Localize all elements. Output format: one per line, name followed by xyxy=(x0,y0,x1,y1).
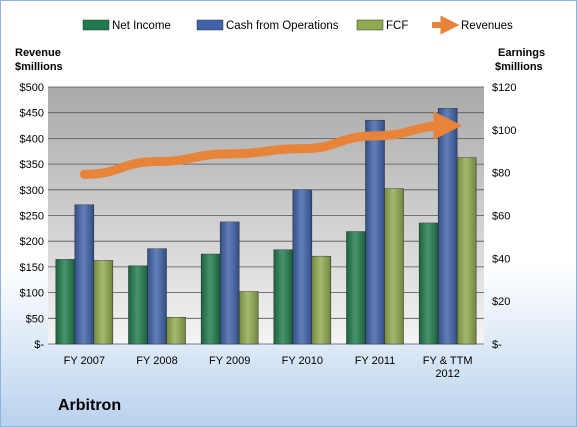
y-left-tick-label: $300 xyxy=(20,185,44,197)
bar-shade xyxy=(93,260,113,344)
bar-shade xyxy=(346,231,366,344)
y-left-tick-label: $100 xyxy=(20,288,44,300)
bar-shade xyxy=(128,265,148,344)
x-tick-label: FY 2011 xyxy=(355,355,396,367)
chart-title: Arbitron xyxy=(58,397,122,414)
bar-shade xyxy=(311,256,331,344)
y-right-tick-label: $100 xyxy=(492,125,516,137)
bar-shade xyxy=(273,249,293,344)
legend-swatch-fcf xyxy=(356,19,384,31)
x-tick-label: 2012 xyxy=(435,368,459,380)
bar-shade xyxy=(147,248,167,344)
y-right-tick-label: $- xyxy=(492,339,502,351)
y-left-tick-label: $- xyxy=(34,339,44,351)
y-left-tick-label: $50 xyxy=(26,313,44,325)
bar-shade xyxy=(384,188,404,344)
bar-shade xyxy=(457,157,477,344)
legend-swatch-net-income xyxy=(82,19,110,31)
y-left-tick-label: $500 xyxy=(20,82,44,94)
y-right-axis-title-line1: Earnings xyxy=(498,47,545,59)
y-left-tick-label: $200 xyxy=(20,236,44,248)
y-right-axis-title-line2: $millions xyxy=(495,61,543,73)
y-left-tick-label: $400 xyxy=(20,133,44,145)
legend-swatch-cash-from-operations xyxy=(196,19,224,31)
y-right-tick-label: $20 xyxy=(492,296,510,308)
bar-shade xyxy=(292,189,312,344)
x-tick-label: FY 2010 xyxy=(282,355,323,367)
legend-label-net-income: Net Income xyxy=(112,20,171,32)
x-tick-label: FY 2009 xyxy=(209,355,250,367)
y-right-tick-label: $120 xyxy=(492,82,516,94)
legend-label-fcf: FCF xyxy=(386,20,408,32)
y-left-tick-label: $250 xyxy=(20,211,44,223)
y-left-axis-title-line2: $millions xyxy=(15,61,63,73)
bar-shade xyxy=(419,222,439,344)
bar-shade xyxy=(74,204,94,344)
bar-shade xyxy=(365,120,385,344)
y-left-tick-label: $450 xyxy=(20,108,44,120)
y-right-tick-label: $80 xyxy=(492,168,510,180)
x-tick-label: FY 2007 xyxy=(64,355,105,367)
y-right-tick-label: $60 xyxy=(492,211,510,223)
series-line-revenues xyxy=(79,111,463,179)
y-left-tick-label: $350 xyxy=(20,159,44,171)
bar-shade xyxy=(438,108,458,345)
bar-shade xyxy=(201,254,221,344)
y-left-tick-label: $150 xyxy=(20,262,44,274)
x-tick-label: FY & TTM xyxy=(423,355,473,367)
x-tick-label: FY 2008 xyxy=(136,355,177,367)
bar-shade xyxy=(55,259,75,344)
bar-shade xyxy=(220,221,240,344)
bar-shade xyxy=(239,291,259,344)
legend-label-revenues: Revenues xyxy=(461,20,513,32)
bar-shade xyxy=(166,317,186,344)
y-left-axis-title-line1: Revenue xyxy=(15,47,61,59)
y-right-tick-label: $40 xyxy=(492,253,510,265)
legend-label-cash-from-operations: Cash from Operations xyxy=(226,20,339,32)
